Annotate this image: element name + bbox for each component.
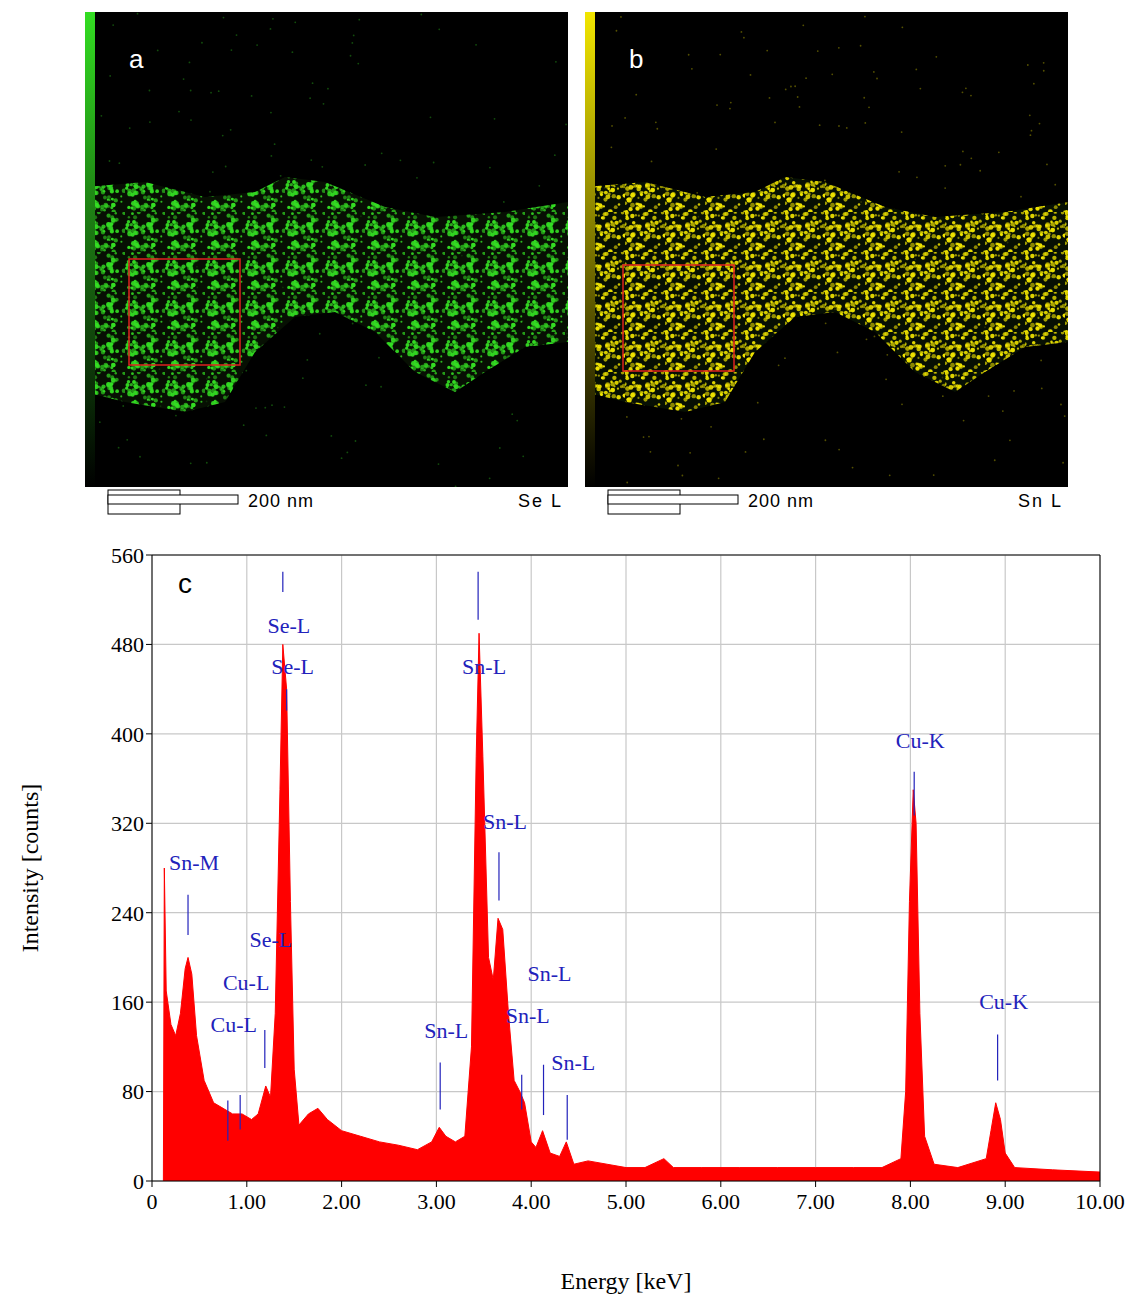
svg-text:0: 0 (147, 1189, 158, 1214)
svg-text:560: 560 (111, 543, 144, 568)
svg-text:Se L: Se L (518, 491, 563, 511)
svg-text:Sn-L: Sn-L (528, 961, 572, 986)
svg-text:9.00: 9.00 (986, 1189, 1025, 1214)
svg-text:7.00: 7.00 (796, 1189, 835, 1214)
svg-text:Cu-K: Cu-K (896, 728, 945, 753)
svg-text:240: 240 (111, 901, 144, 926)
svg-text:80: 80 (122, 1079, 144, 1104)
svg-text:Sn L: Sn L (1018, 491, 1063, 511)
svg-text:10.00: 10.00 (1075, 1189, 1125, 1214)
svg-text:400: 400 (111, 722, 144, 747)
svg-text:3.00: 3.00 (417, 1189, 456, 1214)
svg-text:6.00: 6.00 (702, 1189, 741, 1214)
html-text:Energy [keV]: Energy [keV] (560, 1268, 692, 1294)
svg-text:8.00: 8.00 (891, 1189, 930, 1214)
svg-text:480: 480 (111, 632, 144, 657)
svg-text:Sn-M: Sn-M (169, 850, 219, 875)
svg-text:2.00: 2.00 (322, 1189, 361, 1214)
svg-text:Sn-L: Sn-L (483, 809, 527, 834)
svg-text:5.00: 5.00 (607, 1189, 646, 1214)
svg-text:Se-L: Se-L (271, 654, 314, 679)
svg-text:Se-L: Se-L (267, 613, 310, 638)
svg-text:320: 320 (111, 811, 144, 836)
svg-text:Sn-L: Sn-L (506, 1003, 550, 1028)
html-text:Intensity [counts]: Intensity [counts] (16, 783, 43, 953)
svg-text:Sn-L: Sn-L (462, 654, 506, 679)
svg-text:Cu-L: Cu-L (223, 970, 269, 995)
svg-text:160: 160 (111, 990, 144, 1015)
svg-text:Se-L: Se-L (249, 927, 292, 952)
svg-text:4.00: 4.00 (512, 1189, 551, 1214)
svg-text:b: b (629, 44, 643, 74)
svg-text:200 nm: 200 nm (248, 491, 314, 511)
svg-text:0: 0 (133, 1169, 144, 1194)
svg-text:Sn-L: Sn-L (551, 1050, 595, 1075)
svg-text:1.00: 1.00 (228, 1189, 267, 1214)
html-text:c: c (178, 568, 192, 599)
svg-text:a: a (129, 44, 144, 74)
svg-text:200 nm: 200 nm (748, 491, 814, 511)
svg-text:Cu-L: Cu-L (211, 1012, 257, 1037)
svg-text:Sn-L: Sn-L (424, 1018, 468, 1043)
svg-text:Cu-K: Cu-K (979, 989, 1028, 1014)
